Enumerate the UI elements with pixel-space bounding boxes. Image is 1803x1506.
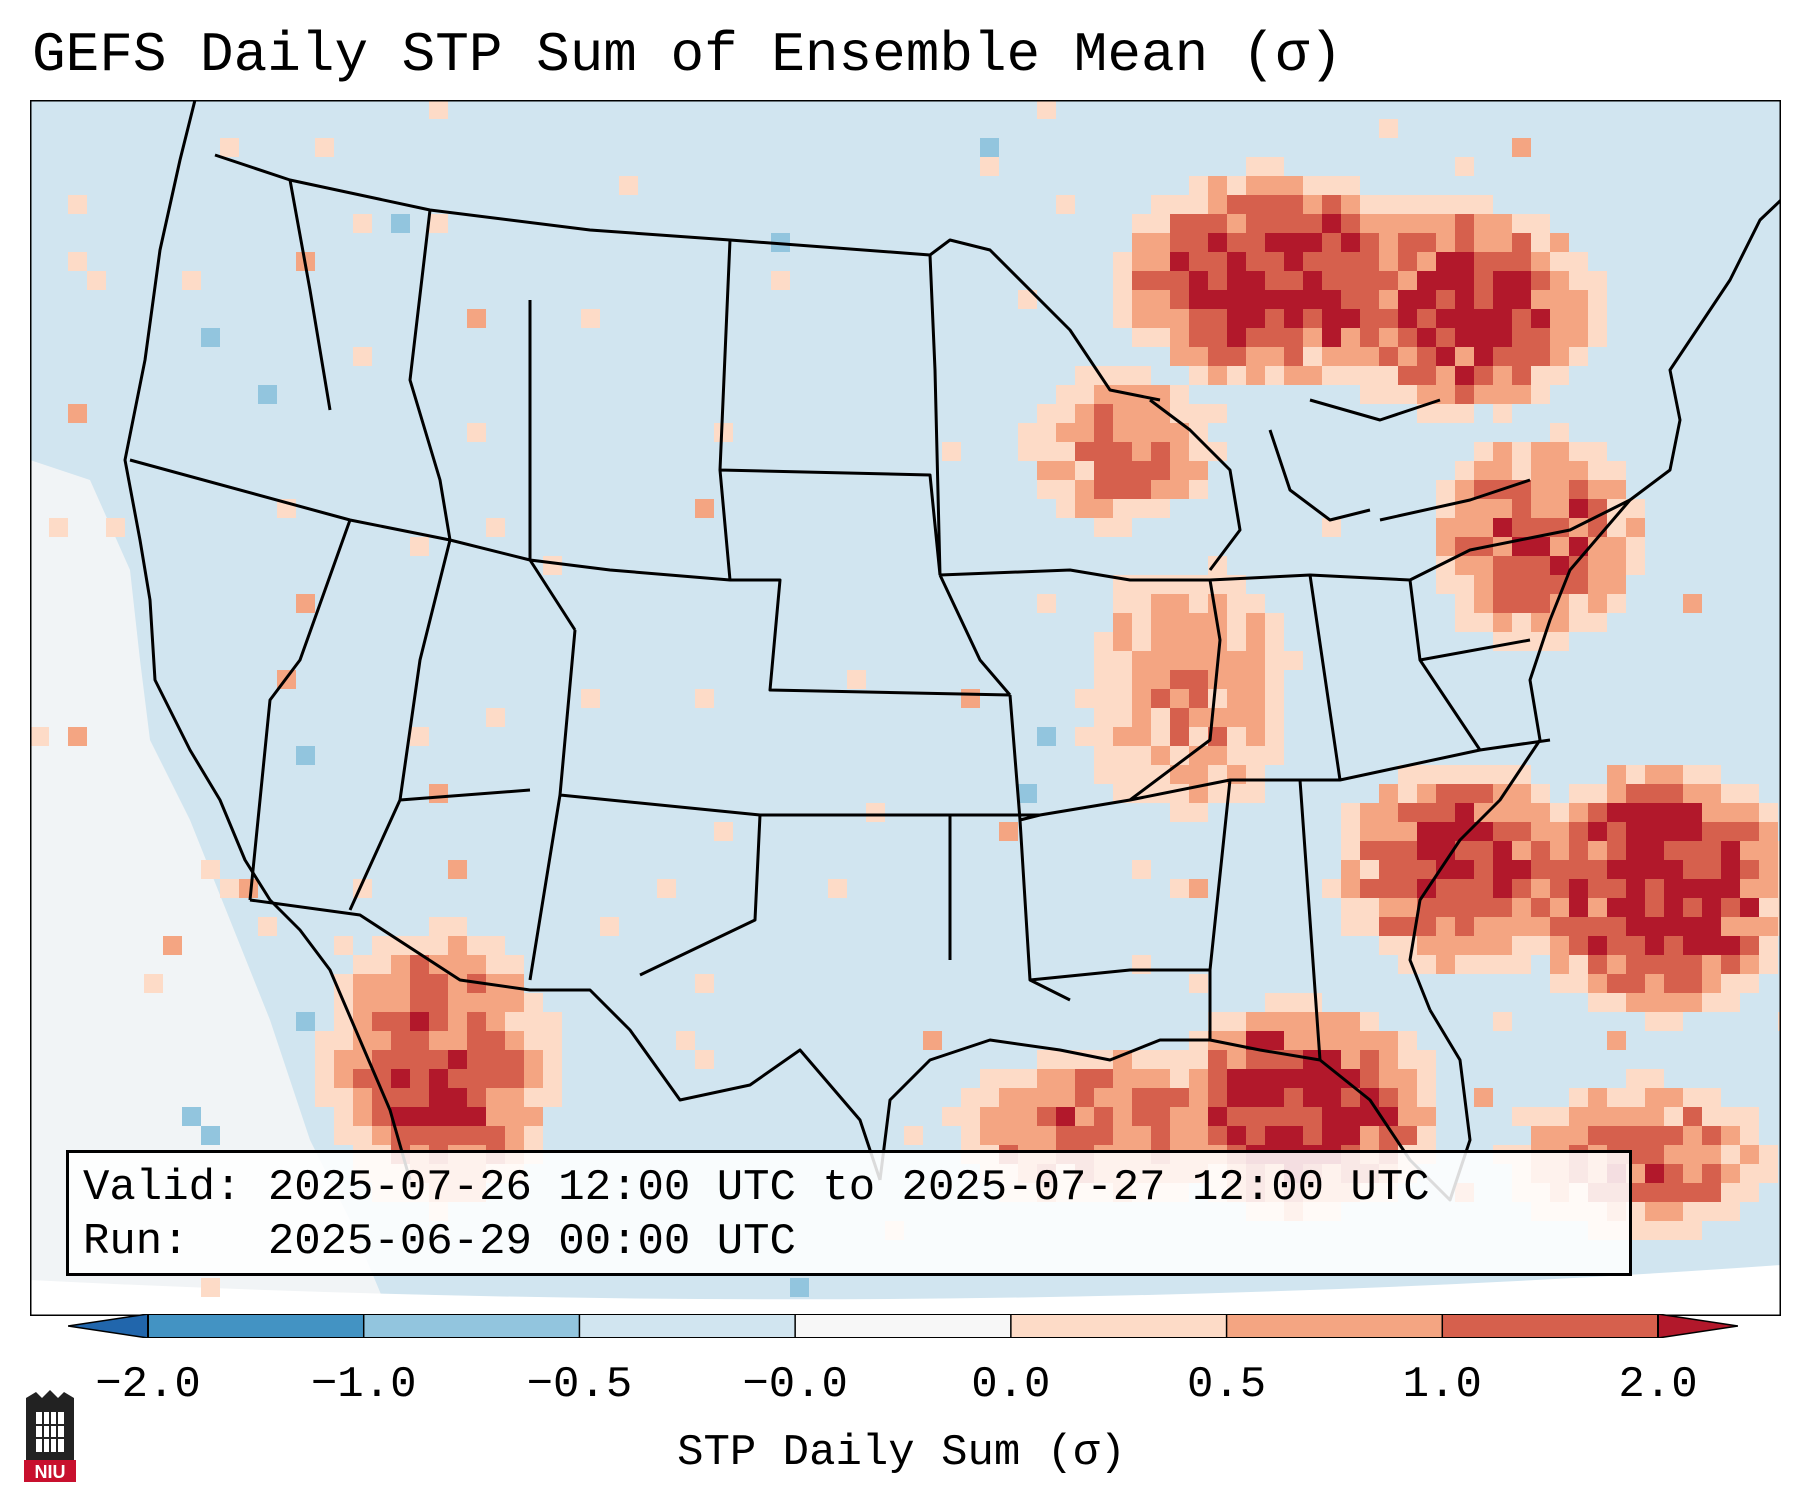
great-lakes <box>1149 398 1531 571</box>
colorbar-tick-label: 0.0 <box>971 1360 1051 1410</box>
colorbar <box>68 1314 1738 1338</box>
colorbar-over-arrow <box>1657 1314 1738 1338</box>
state-lines <box>129 179 1631 1061</box>
colorbar-tick-label: −0.0 <box>742 1360 848 1410</box>
colorbar-label: STP Daily Sum (σ) <box>677 1428 1126 1478</box>
colorbar-under-arrow <box>68 1314 149 1338</box>
colorbar-segment <box>795 1314 1011 1338</box>
us-mexico-border <box>249 898 882 1181</box>
valid-time-range: 2025-07-26 12:00 UTC to 2025-07-27 12:00… <box>267 1163 1430 1213</box>
coastline-west <box>123 100 412 1181</box>
stp-grid-cells <box>30 100 1781 1297</box>
run-time: 2025-06-29 00:00 UTC <box>267 1217 796 1267</box>
colorbar-tick-label: 2.0 <box>1618 1360 1698 1410</box>
map-title: GEFS Daily STP Sum of Ensemble Mean (σ) <box>32 23 1343 87</box>
valid-label: Valid: <box>83 1163 242 1213</box>
colorbar-tick-label: 1.0 <box>1402 1360 1482 1410</box>
colorbar-segment <box>148 1314 364 1338</box>
run-label: Run: <box>83 1217 189 1267</box>
colorbar-tick-label: −2.0 <box>95 1360 201 1410</box>
niu-logo: NIU <box>22 1390 78 1484</box>
colorbar-tick-label: −1.0 <box>310 1360 417 1410</box>
colorbar-segment <box>1442 1314 1658 1338</box>
colorbar-segment <box>363 1314 580 1338</box>
map-corner-white <box>30 1265 1781 1316</box>
map-panel <box>30 100 1781 1316</box>
colorbar-segment <box>1226 1314 1443 1338</box>
colorbar-tick-label: −0.5 <box>526 1360 633 1410</box>
validity-info-box: Valid: 2025-07-26 12:00 UTC to 2025-07-2… <box>66 1150 1632 1276</box>
boundaries <box>123 100 1781 1202</box>
map-canvas <box>30 100 1781 1316</box>
colorbar-segment <box>579 1314 796 1338</box>
pacific-neutral-region <box>30 460 390 1316</box>
niu-logo-text: NIU <box>35 1462 66 1482</box>
atlantic-coast <box>1408 198 1781 1011</box>
colorbar-tick-label: 0.5 <box>1186 1360 1267 1410</box>
colorbar-segment <box>1010 1314 1227 1338</box>
